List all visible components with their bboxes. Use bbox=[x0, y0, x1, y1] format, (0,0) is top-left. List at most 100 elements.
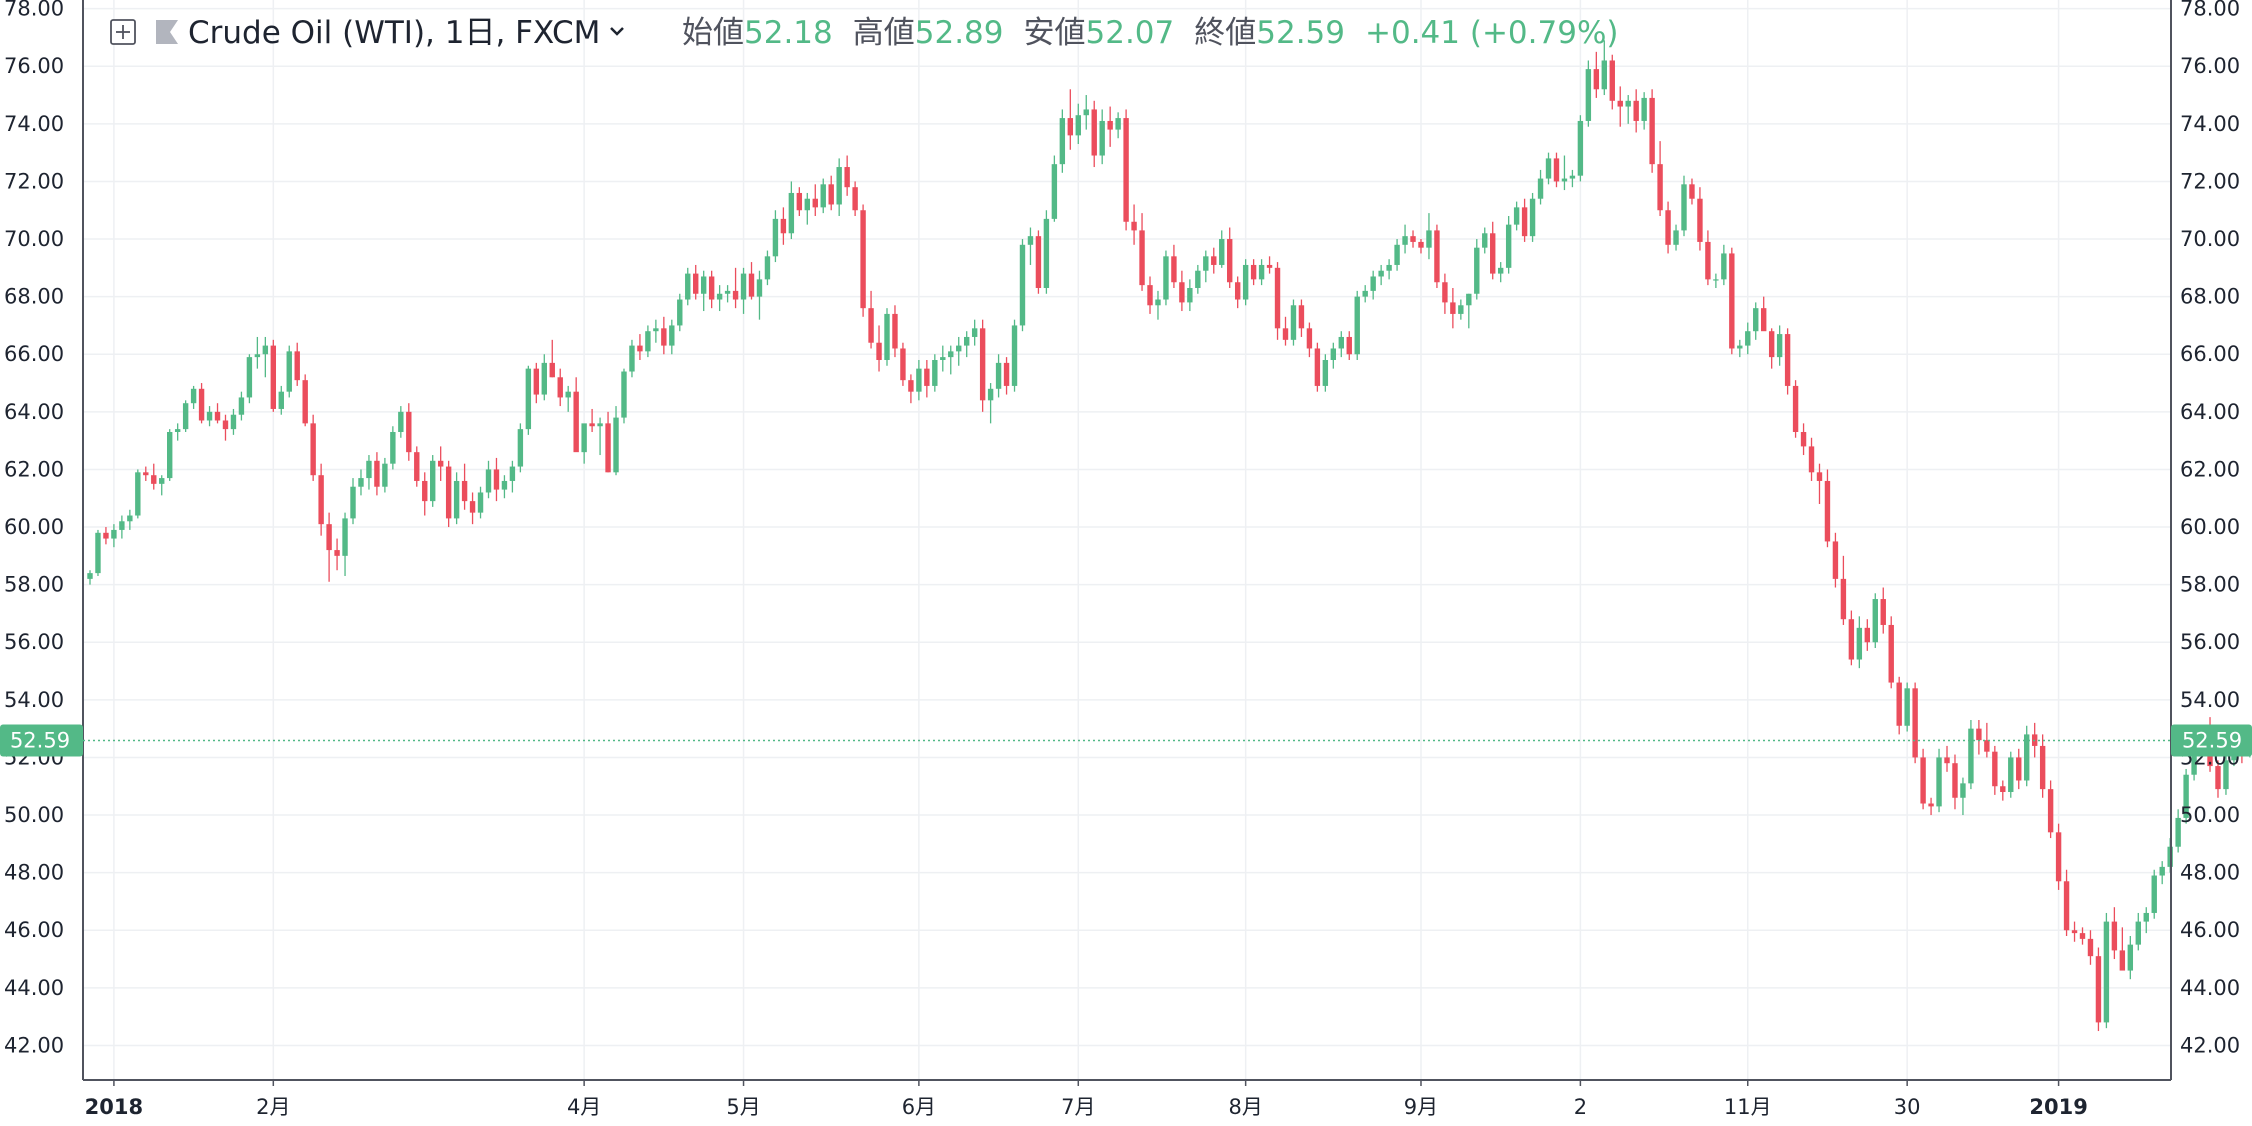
candle bbox=[669, 319, 675, 355]
right-price-axis[interactable]: 42.0044.0046.0048.0050.0052.0054.0056.00… bbox=[2180, 0, 2240, 1057]
candle bbox=[1729, 247, 1735, 355]
candle bbox=[1553, 152, 1560, 188]
flag-icon[interactable] bbox=[156, 20, 178, 44]
candle-body bbox=[1027, 236, 1034, 245]
candle-body bbox=[517, 429, 524, 467]
candle-body bbox=[1593, 69, 1600, 90]
candle-body bbox=[1585, 69, 1592, 121]
candle bbox=[2008, 751, 2014, 798]
candle bbox=[1593, 51, 1600, 98]
candle-body bbox=[1497, 267, 1504, 274]
candle-body bbox=[1011, 325, 1018, 386]
time-tick-label: 9月 bbox=[1404, 1095, 1438, 1119]
candle-body bbox=[1442, 282, 1448, 303]
candle-body bbox=[1482, 233, 1488, 248]
candle-body bbox=[406, 411, 412, 453]
left-price-tick: 48.00 bbox=[4, 861, 64, 885]
candle bbox=[2087, 930, 2094, 965]
candle-body bbox=[1976, 728, 1982, 741]
left-price-tick: 42.00 bbox=[4, 1033, 64, 1057]
candle-body bbox=[1529, 198, 1536, 237]
left-price-tick: 74.00 bbox=[4, 112, 64, 136]
candle bbox=[262, 336, 269, 378]
candle-body bbox=[1290, 305, 1297, 340]
candle bbox=[1960, 777, 1966, 816]
candle-body bbox=[1099, 120, 1105, 156]
candle-body bbox=[1936, 757, 1942, 807]
candle bbox=[2135, 912, 2141, 951]
candle bbox=[732, 267, 739, 309]
candle-body bbox=[2071, 930, 2078, 934]
candle bbox=[987, 383, 994, 424]
candle bbox=[445, 460, 452, 528]
candle-body bbox=[1569, 175, 1576, 179]
candle-body bbox=[1458, 305, 1464, 314]
candle bbox=[1745, 322, 1751, 355]
candle bbox=[1211, 247, 1217, 274]
candle bbox=[1250, 259, 1257, 286]
candle-body bbox=[1545, 158, 1552, 179]
candle bbox=[764, 250, 771, 286]
candle bbox=[1609, 54, 1615, 110]
candle bbox=[238, 391, 245, 421]
candle-body bbox=[1163, 256, 1169, 300]
candle-body bbox=[2183, 774, 2189, 818]
candle bbox=[868, 290, 874, 349]
candle-body bbox=[1753, 308, 1759, 332]
candle bbox=[2055, 823, 2062, 890]
candle-body bbox=[1426, 230, 1432, 248]
candle bbox=[1067, 89, 1074, 150]
candle-body bbox=[1282, 328, 1289, 340]
candle-body bbox=[661, 328, 667, 346]
candle-body bbox=[868, 308, 874, 343]
candle bbox=[2111, 907, 2118, 960]
right-price-tick: 48.00 bbox=[2180, 861, 2240, 885]
candle bbox=[932, 354, 938, 392]
time-axis[interactable]: 2018 2月 4月 5月 6月 7月 8月 9月 2 11月 30 2019 bbox=[85, 1080, 2088, 1119]
candle bbox=[509, 460, 516, 493]
symbol-title[interactable]: Crude Oil (WTI), 1日, FXCM bbox=[188, 15, 600, 51]
candle-body bbox=[1227, 239, 1233, 283]
candle bbox=[1370, 270, 1376, 300]
candle-body bbox=[1187, 288, 1193, 303]
candle-body bbox=[1856, 627, 1863, 660]
candle bbox=[908, 374, 914, 404]
candle bbox=[230, 408, 237, 435]
chevron-down-icon[interactable] bbox=[610, 27, 624, 36]
left-price-tick: 60.00 bbox=[4, 515, 64, 539]
candle-body bbox=[525, 368, 532, 430]
candle-body bbox=[151, 475, 157, 484]
candle bbox=[700, 270, 707, 312]
candle bbox=[1402, 224, 1408, 254]
right-price-tag: 52.59 bbox=[2171, 724, 2252, 757]
candle-body bbox=[174, 429, 181, 432]
candle-body bbox=[286, 351, 292, 392]
left-price-axis[interactable]: 42.0044.0046.0048.0050.0052.0054.0056.00… bbox=[4, 0, 64, 1057]
candle-body bbox=[748, 273, 755, 297]
candle-body bbox=[2151, 875, 2157, 913]
candle-body bbox=[318, 475, 324, 525]
candle bbox=[653, 319, 659, 343]
candle-body bbox=[1521, 207, 1528, 237]
candle-body bbox=[374, 460, 380, 487]
low-value: 52.07 bbox=[1086, 15, 1175, 51]
candle-body bbox=[1713, 279, 1719, 281]
candle-body bbox=[1075, 115, 1081, 136]
candle bbox=[1497, 262, 1504, 283]
candle-body bbox=[493, 469, 500, 490]
candle-body bbox=[1195, 270, 1201, 288]
candle-body bbox=[262, 345, 269, 355]
candle-body bbox=[143, 472, 149, 476]
candle-body bbox=[1689, 184, 1695, 199]
candle bbox=[820, 178, 826, 214]
candle bbox=[1816, 463, 1823, 504]
candle-body bbox=[1266, 264, 1273, 268]
high-value: 52.89 bbox=[915, 15, 1004, 51]
candle-body bbox=[127, 515, 133, 522]
candle-body bbox=[1952, 763, 1958, 798]
candle-body bbox=[1649, 97, 1655, 165]
candle bbox=[1657, 141, 1663, 216]
candle-body bbox=[708, 276, 715, 300]
candle-body bbox=[111, 529, 117, 539]
